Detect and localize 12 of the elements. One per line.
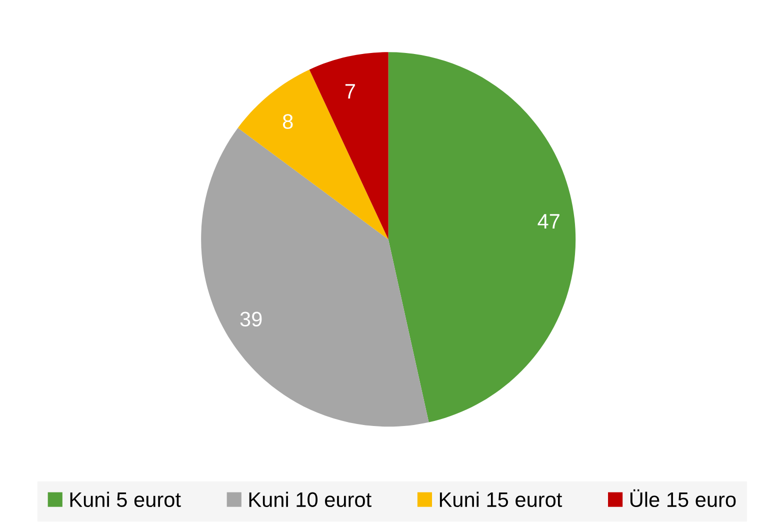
legend-label: Kuni 10 eurot (249, 492, 372, 508)
legend-label: Üle 15 euro (630, 489, 736, 508)
legend-label: Kuni 5 eurot (70, 492, 181, 508)
data-label: 7 (345, 84, 355, 99)
data-label: 47 (538, 214, 560, 229)
pie-slice (238, 70, 388, 240)
legend-label: Kuni 15 eurot (440, 492, 562, 508)
data-label: 39 (240, 312, 262, 327)
data-label: 8 (282, 114, 293, 129)
pie-slice (201, 128, 429, 427)
pie-slice (388, 52, 576, 422)
pie-slice (309, 52, 388, 240)
